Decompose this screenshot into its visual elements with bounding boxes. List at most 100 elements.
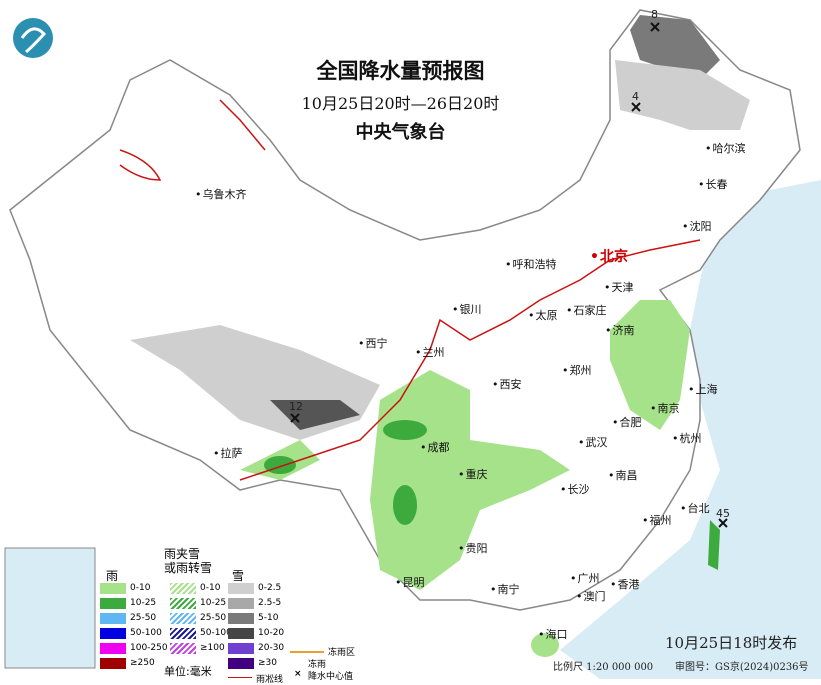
legend-swatch	[228, 598, 254, 609]
legend-label: 0-10	[200, 583, 221, 593]
legend-label: 2.5-5	[258, 598, 282, 608]
china-border	[9, 9, 801, 611]
center-value: 12	[289, 400, 303, 413]
legend-label: ≥250	[130, 658, 155, 668]
legend-label: 10-25	[200, 598, 227, 608]
city-label: 郑州	[562, 362, 592, 378]
legend-freezing-rain: 冻雨	[308, 660, 327, 670]
city-label: 西安	[492, 376, 522, 392]
city-label: 杭州	[672, 430, 702, 446]
sea	[560, 180, 821, 679]
city-label: 乌鲁木齐	[195, 186, 247, 202]
snow-area-heavy	[270, 400, 360, 430]
legend-label: 0-2.5	[258, 583, 282, 593]
legend-swatch	[170, 628, 196, 639]
city-label: 南京	[650, 400, 680, 416]
legend-label: 25-50	[200, 613, 227, 623]
legend-swatch	[228, 583, 254, 594]
city-label: 天津	[604, 279, 634, 295]
city-label: 长春	[698, 176, 728, 192]
legend-swatch	[170, 583, 196, 594]
city-label: 拉萨	[213, 445, 243, 461]
forecast-period: 10月25日20时—26日20时	[301, 94, 500, 113]
city-label: 北京	[590, 246, 628, 266]
legend-label: 50-100	[130, 628, 162, 638]
center-value: 8	[651, 8, 658, 21]
legend-swatch	[100, 613, 126, 624]
legend: 雨 雨夹雪 或雨转雪 雪 0-10 10-25 25-50 50-100 100-250…	[98, 545, 398, 685]
rain-core-2	[393, 485, 417, 525]
city-label: 福州	[642, 512, 672, 528]
center-markers	[290, 22, 728, 528]
rain-core-3	[264, 456, 296, 474]
city-label: 上海	[688, 381, 718, 397]
city-label: 合肥	[612, 414, 642, 430]
city-label: 贵阳	[458, 540, 488, 556]
city-label: 济南	[605, 322, 635, 338]
frost-line-xj	[119, 149, 162, 181]
city-label: 广州	[570, 570, 600, 586]
legend-label: 20-30	[258, 643, 285, 653]
legend-snow-title: 雪	[232, 569, 245, 583]
legend-swatch	[170, 598, 196, 609]
legend-sleet-title: 雨夹雪	[164, 547, 201, 561]
city-label: 太原	[528, 307, 558, 323]
legend-swatch	[170, 613, 196, 624]
city-label: 昆明	[395, 574, 425, 590]
center-value: 4	[632, 90, 639, 103]
legend-swatch	[228, 658, 254, 669]
frost-line-nw	[219, 99, 266, 151]
city-label: 呼和浩特	[505, 256, 557, 272]
approval-number: 审图号：GS京(2024)0236号	[675, 662, 809, 673]
legend-label: ≥100	[200, 643, 225, 653]
city-label: 沈阳	[682, 218, 712, 234]
rain-core-1	[383, 420, 427, 440]
city-label: 重庆	[458, 466, 488, 482]
city-label: 兰州	[415, 344, 445, 360]
legend-sleet-title2: 或雨转雪	[164, 561, 213, 575]
city-label: 澳门	[576, 588, 606, 604]
legend-precip-center: 降水中心值	[308, 672, 354, 682]
legend-label: 0-10	[130, 583, 151, 593]
legend-swatch	[100, 583, 126, 594]
legend-label: 50-100	[200, 628, 232, 638]
issuer: 中央气象台	[355, 122, 446, 143]
snow-area-north	[630, 15, 720, 80]
map-title: 全国降水量预报图	[316, 58, 485, 83]
city-label: 西宁	[358, 335, 388, 351]
city-label: 成都	[420, 439, 450, 455]
legend-label: 5-10	[258, 613, 279, 623]
center-value: 45	[716, 507, 730, 520]
inset-south-china-sea	[4, 547, 96, 669]
legend-swatch	[170, 643, 196, 654]
city-label: 香港	[610, 576, 640, 592]
city-label: 石家庄	[566, 302, 607, 318]
legend-swatch	[228, 628, 254, 639]
legend-unit: 单位:毫米	[164, 665, 212, 678]
city-label: 银川	[452, 301, 482, 317]
rain-area-taiwan	[708, 520, 720, 570]
city-label: 南昌	[608, 467, 638, 483]
legend-rain-title: 雨	[106, 569, 119, 583]
legend-swatch	[228, 643, 254, 654]
city-label: 台北	[680, 500, 710, 516]
legend-swatch	[100, 643, 126, 654]
legend-label: ≥30	[258, 658, 277, 668]
city-label: 南宁	[490, 581, 520, 597]
legend-label: 10-20	[258, 628, 285, 638]
city-label: 长沙	[560, 481, 590, 497]
city-label: 哈尔滨	[705, 140, 746, 156]
issue-time: 10月25日18时发布	[665, 634, 798, 652]
legend-swatch	[100, 598, 126, 609]
scale: 比例尺 1:20 000 000	[553, 662, 654, 673]
city-label: 海口	[538, 626, 568, 642]
legend-swatch	[100, 628, 126, 639]
legend-swatch	[228, 613, 254, 624]
legend-swatch	[100, 658, 126, 669]
logo	[13, 18, 53, 58]
legend-label: 100-250	[130, 643, 168, 653]
legend-label: 10-25	[130, 598, 157, 608]
city-label: 武汉	[578, 434, 608, 450]
legend-freezing-rain-zone: 冻雨区	[328, 648, 356, 658]
